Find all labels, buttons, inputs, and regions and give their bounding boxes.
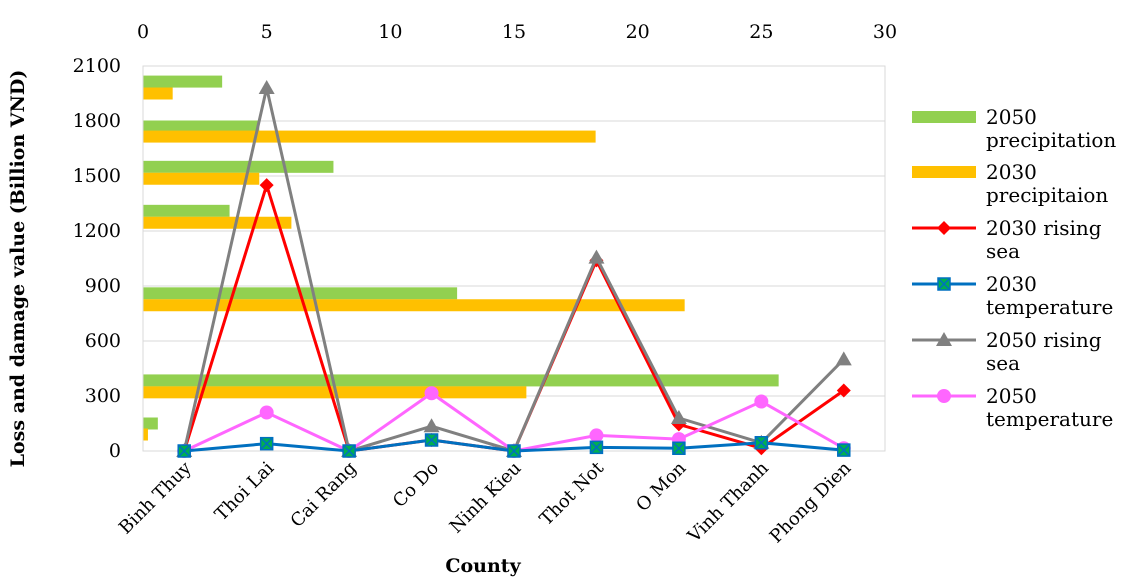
point-2050-temperature-7 bbox=[754, 394, 769, 409]
legend-marker bbox=[937, 277, 951, 291]
bar-2050-precipitation-0 bbox=[143, 417, 158, 430]
legend-marker bbox=[937, 389, 951, 403]
point-2030-temperature-6 bbox=[672, 441, 686, 455]
x-axis-title: County bbox=[445, 555, 521, 577]
bar-2050-precipitation-8 bbox=[143, 75, 223, 88]
y-tick-label: 0 bbox=[109, 440, 121, 462]
point-2050-rising-sea-5 bbox=[588, 249, 605, 264]
bar-2030-precipitation-5 bbox=[143, 172, 260, 185]
point-2050-rising-sea-8 bbox=[835, 351, 852, 366]
category-label: Vinh Thanh bbox=[683, 457, 773, 547]
legend-marker bbox=[937, 221, 951, 235]
bar-2050-precipitation-5 bbox=[143, 160, 334, 173]
line-series-group bbox=[176, 80, 852, 458]
series-2030-rising-sea bbox=[177, 178, 851, 458]
legend-label: 2030 bbox=[986, 160, 1037, 184]
point-2030-temperature-8 bbox=[837, 443, 851, 457]
category-label: Co Do bbox=[389, 458, 443, 512]
point-2050-temperature-1 bbox=[259, 405, 274, 420]
y-tick-label: 1500 bbox=[73, 165, 121, 187]
point-2030-temperature-2 bbox=[342, 444, 356, 458]
y-tick-label: 2100 bbox=[73, 55, 121, 77]
y-tick-label: 300 bbox=[85, 385, 121, 407]
legend-label: 2050 bbox=[986, 384, 1037, 408]
legend-label: 2050 rising bbox=[986, 328, 1102, 352]
category-label: Cai Rang bbox=[287, 458, 361, 532]
y-tick-label: 1200 bbox=[73, 220, 121, 242]
point-2030-rising-sea-8 bbox=[836, 383, 851, 398]
point-2050-rising-sea-6 bbox=[670, 410, 687, 424]
x2-tick-label: 10 bbox=[378, 21, 402, 43]
legend-label: temperature bbox=[986, 295, 1113, 319]
bar-2050-precipitation-7 bbox=[143, 204, 230, 217]
legend-label: sea bbox=[986, 351, 1020, 375]
point-2050-rising-sea-1 bbox=[258, 80, 275, 94]
secondary-x-axis-ticks: 0 5 10 15 20 25 30 bbox=[137, 21, 897, 43]
bar-2030-precipitation-0 bbox=[143, 428, 148, 441]
bar-series-group bbox=[143, 75, 779, 441]
legend-label: sea bbox=[986, 239, 1020, 263]
bar-2030-precipitation-8 bbox=[143, 87, 173, 100]
point-2030-temperature-7 bbox=[754, 436, 769, 450]
legend-label: 2050 bbox=[986, 105, 1037, 129]
x2-tick-label: 30 bbox=[873, 21, 897, 43]
series-2030-temperature bbox=[177, 433, 851, 458]
y-tick-label: 600 bbox=[85, 330, 121, 352]
x2-tick-label: 20 bbox=[626, 21, 650, 43]
point-2050-rising-sea-3 bbox=[423, 418, 440, 433]
point-2050-temperature-5 bbox=[589, 428, 604, 443]
category-axis-labels: Binh Thuy Thoi Lai Cai Rang Co Do Ninh Kieu T… bbox=[115, 457, 856, 547]
point-2030-rising-sea-1 bbox=[259, 178, 274, 193]
point-2030-temperature-5 bbox=[589, 440, 604, 455]
legend-swatch bbox=[912, 166, 976, 178]
y-axis-title: Loss and damage value (Billion VND) bbox=[7, 70, 29, 468]
x2-tick-label: 5 bbox=[261, 21, 273, 43]
x2-tick-label: 25 bbox=[749, 21, 773, 43]
x2-tick-label: 15 bbox=[502, 21, 526, 43]
legend-label: precipitaion bbox=[986, 183, 1108, 207]
legend-label: temperature bbox=[986, 407, 1113, 431]
bar-2050-precipitation-1 bbox=[143, 374, 779, 387]
legend-swatch bbox=[912, 111, 976, 123]
legend-label: 2030 bbox=[986, 272, 1037, 296]
point-2030-temperature-3 bbox=[424, 433, 439, 447]
bar-2030-precipitation-7 bbox=[143, 216, 292, 229]
category-label: Phong Dien bbox=[766, 457, 856, 547]
category-label: Thoi Lai bbox=[211, 458, 279, 526]
bar-2030-precipitation-6 bbox=[143, 130, 596, 143]
bar-2050-precipitation-6 bbox=[143, 120, 260, 133]
legend-label: precipitation bbox=[986, 128, 1116, 152]
legend-label: 2030 rising bbox=[986, 216, 1102, 240]
point-2030-temperature-0 bbox=[177, 444, 191, 458]
category-label: Thot Not bbox=[536, 457, 609, 530]
y-tick-label: 900 bbox=[85, 275, 121, 297]
y-tick-label: 1800 bbox=[73, 110, 121, 132]
category-label: Binh Thuy bbox=[115, 457, 196, 538]
category-label: Ninh Kieu bbox=[446, 458, 526, 538]
bar-2030-precipitation-3 bbox=[143, 299, 685, 312]
x2-tick-label: 0 bbox=[137, 21, 149, 43]
category-label: O Mon bbox=[632, 457, 691, 516]
point-2030-temperature-4 bbox=[507, 444, 521, 458]
legend-marker bbox=[936, 332, 952, 346]
point-2030-temperature-1 bbox=[259, 436, 274, 451]
point-2050-temperature-3 bbox=[424, 386, 439, 401]
y-axis-ticks: 0 300 600 900 1200 1500 1800 2100 bbox=[73, 55, 121, 462]
